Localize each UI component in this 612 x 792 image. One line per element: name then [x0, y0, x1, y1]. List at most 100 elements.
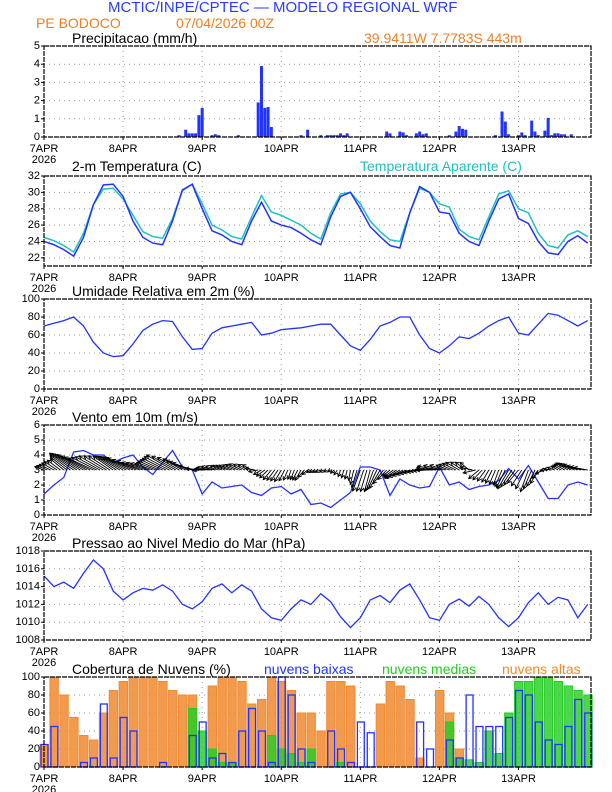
wind-arrow-head	[510, 481, 516, 487]
y-tick-label: 32	[28, 170, 40, 182]
wind-arrow-head	[270, 476, 275, 482]
precip-bar	[259, 66, 263, 137]
wind-arrow-head	[104, 457, 110, 462]
wind-arrow-head	[63, 456, 69, 461]
wind-arrow-head	[542, 466, 548, 472]
x-tick-label: 11APR	[343, 143, 377, 155]
y-tick-label: 1018	[16, 545, 40, 557]
wind-arrow-head	[481, 478, 486, 483]
cloud-bar-high	[177, 694, 188, 768]
wind-arrow-head	[40, 462, 46, 467]
wind-arrow	[107, 457, 134, 471]
wind-arrow-head	[412, 468, 418, 473]
wind-arrow	[216, 465, 229, 471]
apparent-temp-legend: Temperatura Aparente (C)	[360, 158, 522, 174]
rh-title: Umidade Relativa em 2m (%)	[72, 283, 255, 299]
wind-arrow	[134, 463, 153, 471]
wind-arrow	[530, 469, 539, 484]
x-tick-label: 9APR	[188, 646, 217, 658]
y-tick-label: 3	[34, 76, 40, 88]
main-title: MCTIC/INPE/CPTEC — MODELO REGIONAL WRF	[108, 0, 458, 16]
y-tick-label: 80	[28, 311, 40, 323]
wind-arrow-head	[340, 473, 345, 479]
wind-arrow-head	[526, 482, 531, 487]
wind-arrow	[292, 469, 299, 481]
rh-line	[43, 312, 589, 358]
wind-arrow-head	[120, 461, 126, 466]
precip-bar	[447, 135, 451, 137]
wind-arrow-head	[168, 460, 174, 465]
wind-arrow	[278, 469, 285, 482]
wind-arrow	[472, 469, 483, 481]
panel-0: 0 1 2 3 4 5 7APR 8APR 9APR 10APR 11APR 12APR 13APR 20…	[30, 40, 592, 166]
wind-arrow	[382, 469, 391, 477]
x-tick-label: 10APR	[264, 646, 299, 658]
x-tick-label: 12APR	[422, 646, 457, 658]
wind-arrow	[485, 469, 493, 484]
x-tick-label: 12APR	[422, 143, 457, 155]
wind-arrow	[71, 457, 97, 471]
wind-arrow-head	[503, 480, 509, 486]
wind-arrow	[388, 469, 404, 478]
location-label: PE BODOCO	[36, 15, 121, 31]
precip-bar	[325, 135, 329, 137]
cloud-bar-high	[346, 685, 356, 768]
precip-bar	[530, 120, 534, 137]
cloud-bar-high	[158, 681, 168, 768]
x-tick-label: 13APR	[501, 773, 536, 785]
wind-arrow-head	[391, 472, 397, 477]
x-tick-label: 11APR	[343, 272, 377, 284]
wind-arrow-head	[435, 464, 441, 469]
wind-arrow	[445, 461, 460, 471]
wind-arrow	[500, 469, 513, 488]
wind-arrow	[356, 469, 365, 492]
precip-bar	[187, 133, 191, 137]
wind-arrow-head	[454, 461, 460, 467]
wind-arrow	[349, 469, 355, 485]
wind-arrow	[352, 469, 361, 492]
wind-arrow-head	[546, 466, 552, 471]
cloud-title: Cobertura de Nuvens (%)	[72, 661, 231, 677]
wind-arrow	[126, 462, 147, 471]
wind-arrow	[526, 469, 536, 487]
wind-arrow-head	[247, 468, 253, 474]
wind-arrow	[455, 461, 467, 471]
precip-bar	[263, 107, 267, 137]
wind-arrow	[573, 467, 588, 471]
wind-arrow-head	[82, 455, 88, 460]
x-tick-label: 9APR	[188, 143, 217, 155]
wind-arrow-head	[311, 468, 317, 473]
y-tick-label: 1016	[16, 563, 40, 575]
wind-arrow-head	[259, 473, 264, 479]
wind-arrow	[333, 469, 338, 476]
wind-arrow	[144, 456, 170, 471]
wind-arrow-head	[372, 479, 378, 485]
wind-arrow-head	[106, 457, 112, 462]
wind-arrow	[423, 465, 443, 471]
wind-arrow	[75, 456, 101, 471]
wind-arrow-head	[262, 475, 268, 481]
precip-bar	[269, 126, 273, 137]
y-tick-label: 1010	[16, 616, 40, 628]
precip-bar	[543, 130, 547, 137]
precip-title: Precipitacao (mm/h)	[72, 30, 198, 46]
x-tick-label: 7APR	[30, 646, 59, 658]
y-tick-label: 1014	[16, 581, 40, 593]
wind-arrow	[463, 469, 476, 474]
wind-arrow-head	[195, 465, 201, 471]
wind-arrow	[213, 465, 226, 471]
y-tick-label: 1012	[16, 598, 40, 610]
precip-bar	[517, 135, 521, 137]
wind-arrow	[83, 455, 107, 471]
x-tick-label: 11APR	[343, 773, 377, 785]
wind-arrow-head	[406, 469, 412, 474]
wind-arrow-head	[322, 468, 328, 473]
wind-arrow-head	[449, 461, 455, 466]
x-tick-label: 9APR	[188, 272, 217, 284]
wind-arrow-head	[282, 476, 287, 481]
cloud-bar-low	[425, 748, 435, 768]
wind-arrow-head	[494, 482, 499, 488]
panel-frame	[43, 550, 592, 641]
y-tick-label: 60	[28, 707, 40, 719]
wind-arrow-head	[519, 487, 524, 493]
